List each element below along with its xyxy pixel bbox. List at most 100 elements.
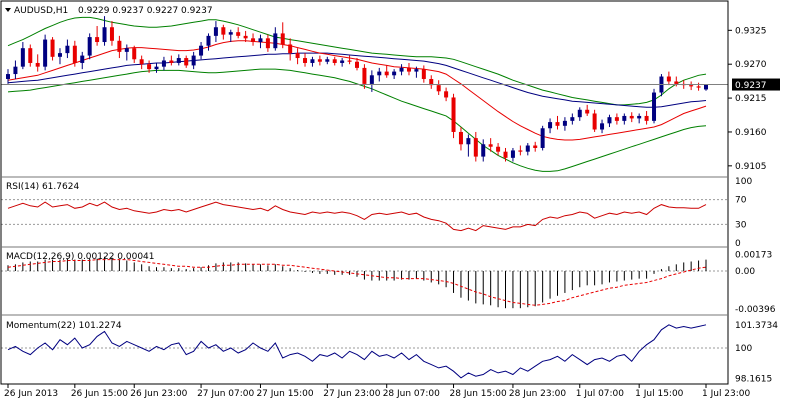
macd-label: MACD(12,26,9) 0.00122 0.00041 [6, 252, 155, 262]
chart-frame [0, 0, 729, 385]
candle [310, 56, 315, 67]
candle [6, 69, 10, 84]
rsi-tick-label: 70 [735, 196, 747, 206]
candle [577, 107, 582, 121]
candle-body [35, 62, 40, 67]
candle-body [117, 40, 122, 52]
candle [696, 82, 701, 91]
time-tick-label: 1 Jul 23:00 [702, 389, 751, 399]
candle-body [124, 48, 129, 52]
candle-body [347, 60, 352, 62]
candle-body [228, 32, 233, 35]
candle-body [251, 38, 256, 43]
candle-body [518, 150, 523, 152]
candle [518, 145, 523, 156]
candle-body [481, 144, 486, 157]
candle-body [473, 138, 478, 157]
candle-body [622, 115, 627, 121]
candle-body [213, 27, 218, 36]
macd-tick-label: -0.00396 [735, 305, 776, 315]
time-tick-label: 28 Jun 07:00 [383, 389, 440, 399]
candle [199, 42, 204, 60]
candle-body [577, 109, 582, 118]
candle-body [132, 48, 137, 60]
rsi-tick-label: 0 [735, 239, 741, 249]
candle-body [102, 27, 107, 43]
candle [184, 55, 189, 68]
candle-body [206, 35, 211, 46]
candle-body [13, 66, 18, 75]
current-price-tag: 0.9237 [732, 78, 780, 91]
candle [109, 21, 114, 46]
candle-body [184, 58, 189, 66]
dropdown-triangle-icon[interactable] [5, 8, 11, 12]
candle-body [533, 145, 538, 148]
momentum-line [7, 324, 707, 379]
candle-body [87, 37, 92, 56]
candle-body [496, 146, 501, 152]
price-tick-label: 0.9160 [735, 128, 767, 138]
candle-body [585, 109, 590, 114]
rsi-pane[interactable]: RSI(14) 61.7624 [1, 182, 728, 232]
momentum-pane[interactable]: Momentum(22) 101.2274 [1, 321, 728, 379]
candle-body [280, 33, 285, 45]
candle [429, 75, 434, 89]
candle [607, 114, 612, 128]
time-tick-label: 26 Jun 2013 [4, 389, 58, 399]
time-tick-label: 27 Jun 07:00 [197, 389, 254, 399]
candle [139, 55, 144, 70]
candle-body [28, 48, 33, 63]
candle-body [43, 39, 48, 67]
candle [377, 67, 382, 82]
candle [228, 29, 233, 43]
candle [555, 115, 560, 130]
candle-body [161, 60, 166, 67]
candle-body [221, 27, 226, 35]
candle-body [109, 27, 114, 41]
time-tick-label: 28 Jun 15:00 [450, 389, 507, 399]
candle-body [65, 45, 70, 54]
time-tick-label: 26 Jun 23:00 [130, 389, 187, 399]
candle-body [406, 67, 411, 72]
candle [570, 113, 575, 125]
time-tick-label: 27 Jun 23:00 [323, 389, 380, 399]
candle-body [95, 37, 100, 43]
candle [629, 112, 634, 123]
candle [369, 70, 374, 92]
candle-body [273, 33, 278, 49]
candle [399, 64, 404, 76]
candle-body [614, 117, 619, 121]
candle [421, 65, 426, 83]
macd-axis-ticks: 0.00173 0.00 -0.00396 [735, 251, 776, 315]
candle-body [80, 55, 85, 63]
candle-body [503, 151, 508, 158]
candle-body [310, 59, 315, 63]
candle [213, 21, 218, 43]
candle-body [57, 53, 62, 57]
candle [548, 118, 553, 134]
candle-body [191, 55, 196, 66]
candle [652, 88, 657, 124]
candle [191, 51, 196, 70]
momentum-tick-label: 100 [735, 344, 752, 354]
time-tick-label: 1 Jul 15:00 [635, 389, 684, 399]
candle [13, 60, 18, 79]
time-tick-label: 27 Jun 15:00 [256, 389, 313, 399]
price-tick-label: 0.9325 [735, 26, 767, 36]
candle [533, 141, 538, 152]
candle [43, 34, 48, 71]
momentum-label: Momentum(22) 101.2274 [6, 321, 122, 331]
candle-body [176, 58, 181, 63]
candle [481, 139, 486, 162]
candle [206, 33, 211, 51]
candle-body [288, 44, 293, 54]
candle-body [555, 122, 560, 126]
price-pane[interactable]: AUDUSD,H1 0.9229 0.9237 0.9227 0.9237 [1, 6, 728, 172]
candle [488, 138, 493, 152]
price-header: AUDUSD,H1 0.9229 0.9237 0.9227 0.9237 [5, 6, 213, 16]
macd-histogram [7, 256, 707, 309]
macd-pane[interactable]: MACD(12,26,9) 0.00122 0.00041 [1, 252, 728, 309]
candle [251, 33, 256, 46]
price-tick-label: 0.9215 [735, 94, 767, 104]
